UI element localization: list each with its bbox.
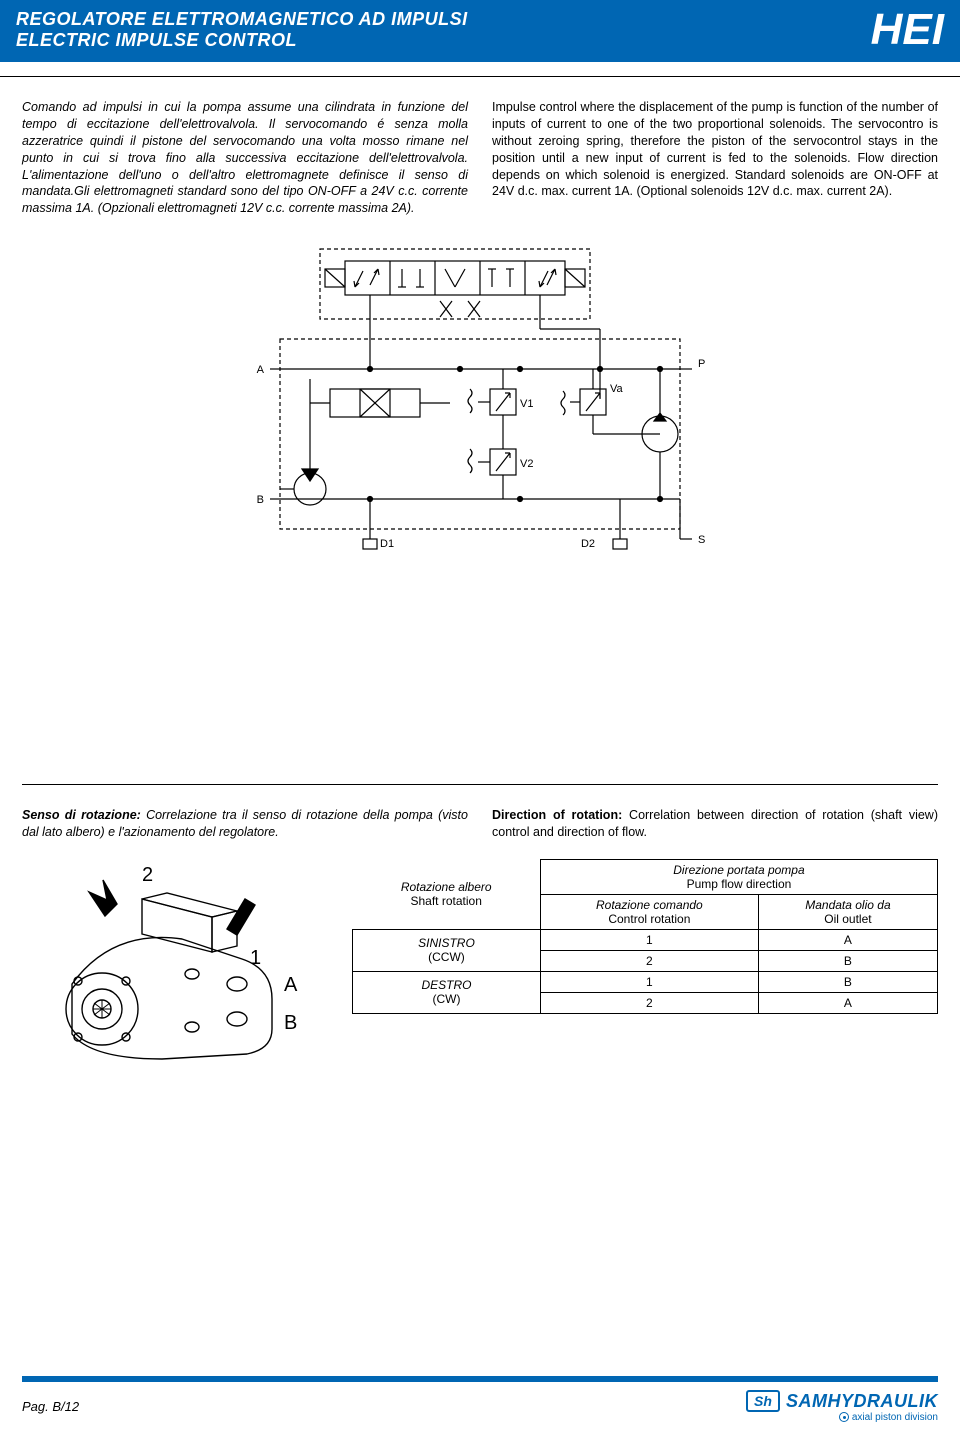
schematic-label-v2: V2 [520, 458, 533, 470]
schematic-svg: A B P S V1 V2 Va D1 D2 [220, 239, 740, 559]
pump-svg: 2 1 A B [22, 859, 322, 1069]
brand-block: Sh SAMHYDRAULIK axial piston division [746, 1390, 938, 1423]
brand-icon: Sh [746, 1390, 780, 1412]
footer-bar [22, 1376, 938, 1382]
rotation-intro: Senso di rotazione: Correlazione tra il … [22, 807, 938, 841]
brand-subtitle: axial piston division [746, 1412, 938, 1423]
pump-label-2: 2 [142, 864, 153, 886]
schematic-label-s: S [698, 534, 705, 546]
footer-row: Pag. B/12 Sh SAMHYDRAULIK axial piston d… [22, 1390, 938, 1423]
schematic-label-d2: D2 [581, 538, 595, 550]
rotation-table-wrap: Rotazione alberoShaft rotationDirezione … [352, 859, 938, 1014]
header-titles: REGOLATORE ELETTROMAGNETICO AD IMPULSI E… [16, 9, 468, 51]
schematic-label-va: Va [610, 383, 624, 395]
logo: Sh SAMHYDRAULIK [746, 1390, 938, 1412]
pump-drawing: 2 1 A B [22, 859, 322, 1074]
schematic-label-a: A [257, 364, 265, 376]
pump-label-a: A [284, 974, 298, 996]
rotation-body: 2 1 A B Rotazione alberoShaft rotationDi… [22, 859, 938, 1074]
brand-text: SAMHYDRAULIK [786, 1391, 938, 1412]
rotation-label-it: Senso di rotazione: [22, 808, 141, 822]
table-row: DESTRO(CW)1B [353, 971, 938, 992]
footer: Pag. B/12 Sh SAMHYDRAULIK axial piston d… [0, 1376, 960, 1423]
piston-icon [839, 1412, 849, 1422]
schematic-label-p: P [698, 358, 705, 370]
description-columns: Comando ad impulsi in cui la pompa assum… [22, 99, 938, 217]
main-content: Comando ad impulsi in cui la pompa assum… [0, 77, 960, 564]
brand-sub-text: axial piston division [852, 1412, 938, 1423]
rotation-text-it: Senso di rotazione: Correlazione tra il … [22, 807, 468, 841]
pump-label-1: 1 [250, 947, 261, 969]
header-title-en: ELECTRIC IMPULSE CONTROL [16, 30, 468, 51]
rotation-label-en: Direction of rotation: [492, 808, 622, 822]
header-title-it: REGOLATORE ELETTROMAGNETICO AD IMPULSI [16, 9, 468, 30]
hydraulic-schematic: A B P S V1 V2 Va D1 D2 [22, 239, 938, 564]
rotation-table: Rotazione alberoShaft rotationDirezione … [352, 859, 938, 1014]
schematic-label-v1: V1 [520, 398, 533, 410]
schematic-label-b: B [257, 494, 264, 506]
rotation-section: Senso di rotazione: Correlazione tra il … [0, 785, 960, 1074]
pump-label-b: B [284, 1012, 297, 1034]
paragraph-italian: Comando ad impulsi in cui la pompa assum… [22, 99, 468, 217]
header-bar: REGOLATORE ELETTROMAGNETICO AD IMPULSI E… [0, 0, 960, 62]
page-number: Pag. B/12 [22, 1399, 79, 1414]
schematic-label-d1: D1 [380, 538, 394, 550]
table-row: SINISTRO(CCW)1A [353, 929, 938, 950]
paragraph-english: Impulse control where the displacement o… [492, 99, 938, 217]
header-code: HEI [871, 8, 944, 52]
rotation-text-en: Direction of rotation: Correlation betwe… [492, 807, 938, 841]
